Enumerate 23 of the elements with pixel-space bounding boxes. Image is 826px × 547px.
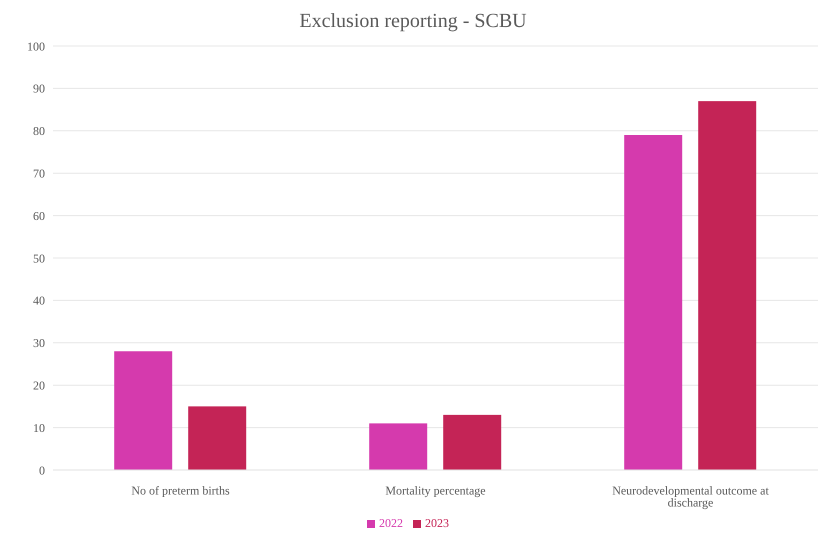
bar (369, 423, 428, 470)
x-tick-label: Neurodevelopmental outcome at discharge (612, 484, 770, 510)
bar (188, 406, 246, 470)
bar (443, 414, 502, 470)
y-tick-label: 70 (33, 166, 45, 180)
y-tick-label: 80 (33, 124, 45, 138)
y-tick-label: 60 (33, 208, 45, 223)
bar (624, 135, 682, 470)
y-tick-label: 20 (33, 378, 45, 392)
y-tick-label: 90 (33, 82, 45, 96)
y-tick-label: 50 (33, 251, 45, 266)
y-tick-label: 0 (39, 463, 45, 478)
y-tick-label: 100 (27, 39, 45, 54)
x-tick-label: Mortality percentage (385, 484, 486, 498)
x-tick-label: No of preterm births (131, 484, 230, 498)
bar (698, 101, 756, 470)
bar (114, 351, 172, 470)
y-tick-label: 40 (33, 294, 45, 308)
legend-label: 2022 (379, 516, 403, 530)
chart-title: Exclusion reporting - SCBU (298, 10, 528, 34)
y-tick-label: 30 (33, 336, 45, 350)
legend-label: 2023 (425, 516, 449, 530)
y-tick-label: 10 (33, 420, 45, 435)
